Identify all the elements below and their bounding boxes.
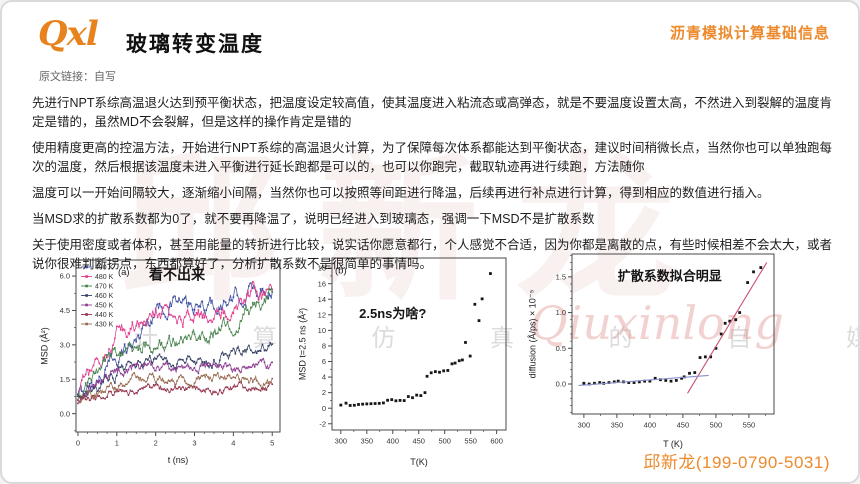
svg-text:2: 2 [322,388,326,397]
series-label: 沥青模拟计算基础信息 [669,25,830,42]
svg-text:490 K: 490 K [95,264,114,271]
svg-text:2.5ns为啥?: 2.5ns为啥? [359,306,426,321]
svg-text:1: 1 [115,439,119,448]
paragraph: 当MSD求的扩散系数都为0了，就不要再降温了，说明已经进入到玻璃态，强调一下MS… [32,212,595,226]
svg-text:3.0: 3.0 [60,340,70,349]
svg-text:460 K: 460 K [95,293,114,300]
svg-text:500: 500 [710,421,723,430]
svg-text:扩散系数拟合明显: 扩散系数拟合明显 [618,268,722,283]
page-title: 玻璃转变温度 [126,33,264,56]
svg-text:0.0: 0.0 [60,409,70,418]
svg-text:350: 350 [361,437,374,446]
paragraph: 先进行NPT系综高温退火达到预平衡状态，把温度设定较高值，使其温度进入粘流态或高… [32,96,833,129]
svg-text:6: 6 [322,357,326,366]
svg-text:0: 0 [322,404,326,413]
paragraph: 温度可以一开始间隔较大，逐渐缩小间隔，当然你也可以按照等间距进行降温，后续再进行… [32,186,770,200]
svg-text:10: 10 [318,326,326,335]
svg-text:400: 400 [387,437,400,446]
svg-text:6.0: 6.0 [60,272,70,281]
svg-text:550: 550 [464,437,477,446]
svg-text:5: 5 [270,439,274,448]
svg-text:14: 14 [318,295,326,304]
svg-text:diffusion (Å/ps) × 10⁻⁵: diffusion (Å/ps) × 10⁻⁵ [528,289,538,378]
chart-msd-vs-temperature: 300 350 400 450 500 550 600 -2 0 2 4 6 8 10 12 14 16 18 T(… [296,248,518,475]
svg-text:1.5: 1.5 [60,375,70,384]
svg-text:-2: -2 [319,419,326,428]
qxl-logo: Qxl [38,14,99,54]
svg-text:440 K: 440 K [95,312,114,319]
svg-text:480 K: 480 K [95,274,114,281]
svg-text:450 K: 450 K [95,302,114,309]
svg-text:看不出来: 看不出来 [148,266,206,282]
footer-contact: 邱新龙(199-0790-5031) [643,453,830,472]
svg-text:4: 4 [231,439,235,448]
svg-text:1.0: 1.0 [556,308,566,317]
svg-text:450: 450 [412,437,425,446]
svg-text:16: 16 [318,279,326,288]
svg-text:550: 550 [743,421,756,430]
svg-text:(a): (a) [118,267,130,278]
body-text: 先进行NPT系综高温退火达到预平衡状态，把温度设定较高值，使其温度进入粘流态或高… [32,94,838,281]
svg-text:0.0: 0.0 [556,380,566,389]
svg-text:2: 2 [154,439,158,448]
svg-text:t (ns): t (ns) [168,455,189,465]
svg-text:4: 4 [322,373,326,382]
svg-text:430 K: 430 K [95,321,114,328]
svg-text:350: 350 [611,421,624,430]
svg-text:8: 8 [322,342,326,351]
chart-msd-vs-time: 0 1 2 3 4 5 0.0 1.5 3.0 4.5 6.0 t (ns) MSD (Å²) (a) 看不… [38,252,290,473]
svg-text:3: 3 [192,439,196,448]
svg-text:500: 500 [438,437,451,446]
svg-text:600: 600 [490,437,503,446]
svg-text:300: 300 [578,421,591,430]
svg-text:(b): (b) [335,266,347,277]
svg-text:T(K): T(K) [410,457,428,467]
svg-text:4.5: 4.5 [60,306,70,315]
svg-text:450: 450 [677,421,690,430]
svg-text:T (K): T (K) [663,439,683,449]
svg-text:300: 300 [335,437,348,446]
svg-text:0.5: 0.5 [556,344,566,353]
svg-text:18: 18 [318,264,326,273]
svg-text:1.5: 1.5 [556,272,566,281]
svg-text:12: 12 [318,310,326,319]
svg-text:MSD t=2.5 ns (Å²): MSD t=2.5 ns (Å²) [298,308,308,380]
svg-text:MSD (Å²): MSD (Å²) [40,327,50,365]
source-line: 原文链接：自写 [39,71,116,83]
paragraph: 使用精度更高的控温方法，开始进行NPT系综的高温退火计算，为了保障每次体系都能达… [32,141,833,174]
paragraph: 关于使用密度或者体积，甚至用能量的转折进行比较，说实话你愿意都行，个人感觉不合适… [32,238,833,271]
svg-text:470 K: 470 K [95,283,114,290]
chart-diffusion-vs-temperature: 300 350 400 450 500 550 0.0 0.5 1.0 1.5 T (K) diffu… [526,246,784,457]
svg-text:400: 400 [644,421,657,430]
svg-text:0: 0 [76,439,80,448]
